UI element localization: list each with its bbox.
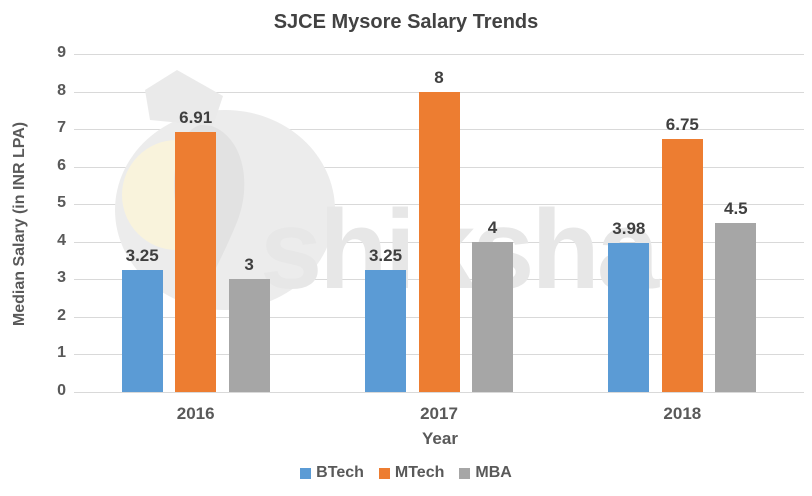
bar-mtech-2017 [418,91,460,392]
bar-value-label: 3 [244,255,254,275]
bar-mba-2018 [715,223,757,392]
y-tick-label: 7 [57,119,66,137]
x-tick-label-2017: 2017 [420,404,458,423]
legend-item-mba: MBA [459,464,512,482]
bar-mba-2016 [228,279,270,392]
gridline [74,392,804,393]
bar-mtech-2018 [661,138,703,392]
bar-btech-2016 [121,269,163,392]
y-tick-label: 3 [57,269,66,287]
bar-value-label: 3.25 [368,245,403,265]
x-tick-label-2016: 2016 [176,404,215,423]
legend-item-mtech: MTech [378,464,445,482]
bar-value-label: 8 [434,67,444,87]
y-tick-label: 1 [57,344,66,362]
legend-label: MBA [475,464,512,481]
bar-value-label: 3.25 [125,245,159,265]
bar-mtech-2016 [175,132,217,392]
bar-btech-2017 [365,269,406,392]
gridline [74,54,804,55]
bar-value-label: 3.98 [612,218,646,238]
y-tick-label: 9 [57,44,66,62]
legend-swatch [300,467,312,479]
y-tick-label: 6 [57,156,66,174]
bar-btech-2018 [608,242,650,392]
bar-value-label: 6.75 [665,114,699,134]
x-tick-label-2018: 2018 [663,404,702,423]
legend-swatch [459,467,471,479]
y-tick-label: 2 [57,306,66,324]
legend-item-btech: BTech [300,464,364,482]
bar-mba-2017 [472,241,513,392]
chart-title: SJCE Mysore Salary Trends [273,11,539,33]
y-tick-label: 0 [57,382,66,400]
legend-label: MTech [394,464,445,481]
legend: BTech MTech MBA [0,464,812,482]
bar-value-label: 6.91 [179,108,213,128]
legend-swatch [378,467,390,479]
bar-value-label: 4 [487,217,498,237]
legend-label: BTech [316,464,364,481]
y-tick-label: 4 [57,231,66,249]
y-tick-label: 5 [57,194,66,212]
bar-value-label: 4.5 [724,199,748,218]
x-axis-title: Year [422,429,458,448]
y-tick-label: 8 [57,81,66,99]
